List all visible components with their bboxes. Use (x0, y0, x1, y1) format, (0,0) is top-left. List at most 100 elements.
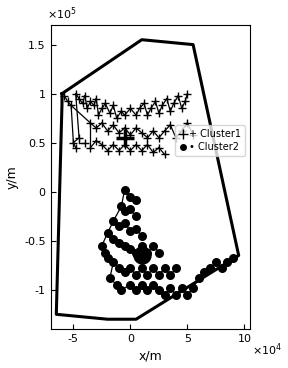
Point (82, 93, 87, 99)
Point (174, 292, 178, 298)
Point (114, 115, 119, 121)
Point (179, 105, 184, 111)
Point (122, 243, 127, 249)
Y-axis label: y/m: y/m (5, 165, 18, 189)
Point (196, 275, 201, 281)
Point (80, 100, 85, 106)
Point (105, 255, 110, 261)
Point (168, 108, 173, 114)
Point (62, 93, 67, 99)
Point (157, 287, 161, 293)
Point (168, 122, 173, 128)
Point (103, 100, 108, 106)
Point (145, 112, 150, 118)
Point (208, 265, 213, 271)
Point (183, 99, 187, 105)
Point (65, 99, 70, 105)
Point (77, 135, 82, 141)
Point (202, 269, 207, 275)
Point (105, 128, 110, 134)
Point (128, 246, 133, 252)
Point (128, 105, 133, 111)
Point (122, 135, 127, 141)
Point (162, 265, 167, 271)
Point (145, 135, 150, 141)
Point (88, 145, 93, 151)
Point (153, 99, 158, 105)
Point (122, 208, 127, 214)
Point (174, 135, 178, 141)
Point (151, 128, 156, 134)
Point (111, 236, 115, 242)
Legend: + Cluster1, • Cluster2: + Cluster1, • Cluster2 (175, 125, 245, 156)
Point (117, 240, 121, 246)
Point (122, 220, 127, 226)
Point (174, 265, 178, 271)
Point (139, 282, 144, 288)
Point (108, 275, 112, 281)
Point (128, 282, 133, 288)
Point (119, 287, 124, 293)
Point (164, 96, 169, 102)
Point (128, 265, 133, 271)
Point (122, 269, 127, 275)
Point (111, 122, 115, 128)
Point (128, 132, 133, 138)
Point (73, 145, 78, 151)
Point (179, 128, 184, 134)
Point (191, 285, 195, 291)
Point (128, 194, 133, 199)
Point (122, 187, 127, 193)
Point (111, 102, 115, 108)
Point (162, 128, 167, 134)
Point (85, 105, 89, 111)
Point (122, 125, 127, 131)
Point (168, 285, 173, 291)
Point (119, 204, 124, 209)
Point (105, 230, 110, 236)
Point (231, 255, 235, 261)
Text: $\times10^5$: $\times10^5$ (47, 6, 76, 22)
Point (73, 91, 78, 96)
Point (225, 259, 230, 265)
Point (162, 152, 167, 158)
Point (157, 272, 161, 278)
Point (185, 292, 190, 298)
Point (111, 218, 115, 224)
Point (149, 105, 153, 111)
Point (128, 228, 133, 234)
Point (219, 265, 224, 271)
Point (145, 287, 150, 293)
Point (139, 130, 144, 136)
Point (134, 213, 139, 219)
Point (105, 148, 110, 153)
Point (157, 145, 161, 151)
Point (100, 243, 104, 249)
Point (88, 99, 93, 105)
Point (122, 112, 127, 118)
Point (139, 233, 144, 239)
Point (139, 243, 144, 249)
Point (117, 130, 121, 136)
Point (119, 108, 124, 114)
Point (137, 105, 142, 111)
Point (114, 282, 119, 288)
Point (117, 265, 121, 271)
Point (69, 102, 73, 108)
Point (145, 272, 150, 278)
Point (117, 148, 121, 153)
Point (162, 292, 167, 298)
Point (179, 285, 184, 291)
Point (100, 142, 104, 148)
Point (96, 112, 101, 118)
X-axis label: x/m: x/m (139, 350, 162, 362)
Point (100, 105, 104, 111)
Point (134, 250, 139, 255)
Point (160, 102, 165, 108)
Point (128, 148, 133, 153)
Point (151, 282, 156, 288)
Point (77, 96, 82, 102)
Point (176, 93, 181, 99)
Text: $\times10^4$: $\times10^4$ (252, 341, 282, 358)
Point (134, 112, 139, 118)
